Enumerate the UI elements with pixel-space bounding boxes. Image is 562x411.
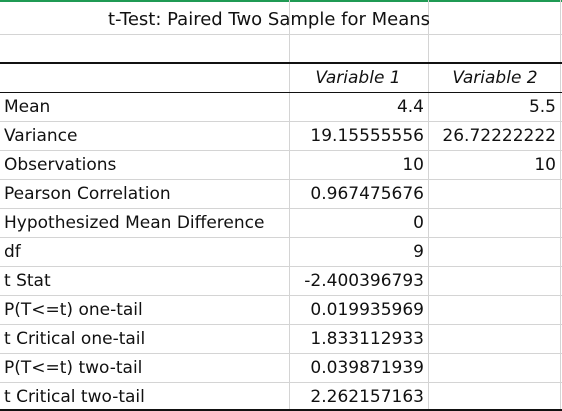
- row-label-hypothesized-mean-difference[interactable]: Hypothesized Mean Difference: [4, 213, 265, 233]
- row-label-p-two-tail[interactable]: P(T<=t) two-tail: [4, 358, 143, 378]
- cell-p-two-tail-variable-1[interactable]: 0.039871939: [310, 358, 424, 378]
- row-label-p-one-tail[interactable]: P(T<=t) one-tail: [4, 300, 143, 320]
- gridline-row: [0, 266, 562, 267]
- cell-observations-variable-2[interactable]: 10: [534, 155, 556, 175]
- gridline-column-b: [289, 0, 290, 411]
- header-variable-2[interactable]: Variable 2: [452, 68, 538, 88]
- cell-variance-variable-1[interactable]: 19.15555556: [310, 126, 424, 146]
- table-title[interactable]: t-Test: Paired Two Sample for Means: [108, 9, 431, 30]
- cell-p-one-tail-variable-1[interactable]: 0.019935969: [310, 300, 424, 320]
- row-label-t-critical-two-tail[interactable]: t Critical two-tail: [4, 387, 145, 407]
- gridline-row: [0, 208, 562, 209]
- gridline-row-1: [0, 34, 562, 35]
- row-label-pearson-correlation[interactable]: Pearson Correlation: [4, 184, 171, 204]
- cell-hypothesized-mean-difference-variable-2[interactable]: [430, 209, 560, 237]
- cell-t-critical-two-tail-variable-1[interactable]: 2.262157163: [310, 387, 424, 407]
- cell-t-stat-variable-2[interactable]: [430, 267, 560, 295]
- gridline-row: [0, 324, 562, 325]
- cell-pearson-correlation-variable-1[interactable]: 0.967475676: [310, 184, 424, 204]
- row-label-t-critical-one-tail[interactable]: t Critical one-tail: [4, 329, 146, 349]
- table-bottom-rule: [0, 409, 562, 411]
- cell-pearson-correlation-variable-2[interactable]: [430, 180, 560, 208]
- row-label-variance[interactable]: Variance: [4, 126, 78, 146]
- gridline-row: [0, 353, 562, 354]
- cell-t-stat-variable-1[interactable]: -2.400396793: [304, 271, 424, 291]
- cell-t-critical-one-tail-variable-2[interactable]: [430, 325, 560, 353]
- header-bottom-rule: [0, 92, 562, 93]
- cell-df-variable-1[interactable]: 9: [413, 242, 424, 262]
- gridline-column-c: [428, 0, 429, 411]
- row-label-mean[interactable]: Mean: [4, 97, 51, 117]
- selection-top-border: [0, 0, 562, 2]
- row-label-t-stat[interactable]: t Stat: [4, 271, 51, 291]
- gridline-row: [0, 121, 562, 122]
- gridline-row: [0, 237, 562, 238]
- cell-t-critical-one-tail-variable-1[interactable]: 1.833112933: [310, 329, 424, 349]
- cell-hypothesized-mean-difference-variable-1[interactable]: 0: [413, 213, 424, 233]
- cell-variance-variable-2[interactable]: 26.72222222: [442, 126, 556, 146]
- cell-observations-variable-1[interactable]: 10: [402, 155, 424, 175]
- gridline-row: [0, 382, 562, 383]
- cell-mean-variable-2[interactable]: 5.5: [528, 97, 556, 117]
- cell-p-two-tail-variable-2[interactable]: [430, 354, 560, 382]
- row-label-df[interactable]: df: [4, 242, 21, 262]
- gridline-row: [0, 150, 562, 151]
- cell-df-variable-2[interactable]: [430, 238, 560, 266]
- cell-t-critical-two-tail-variable-2[interactable]: [430, 383, 560, 411]
- cell-p-one-tail-variable-2[interactable]: [430, 296, 560, 324]
- header-variable-1[interactable]: Variable 1: [315, 68, 401, 88]
- gridline-row: [0, 179, 562, 180]
- gridline-row: [0, 295, 562, 296]
- row-label-observations[interactable]: Observations: [4, 155, 117, 175]
- cell-mean-variable-1[interactable]: 4.4: [396, 97, 424, 117]
- header-top-rule: [0, 62, 562, 64]
- gridline-column-d: [560, 0, 561, 411]
- header-blank-cell[interactable]: [4, 64, 289, 92]
